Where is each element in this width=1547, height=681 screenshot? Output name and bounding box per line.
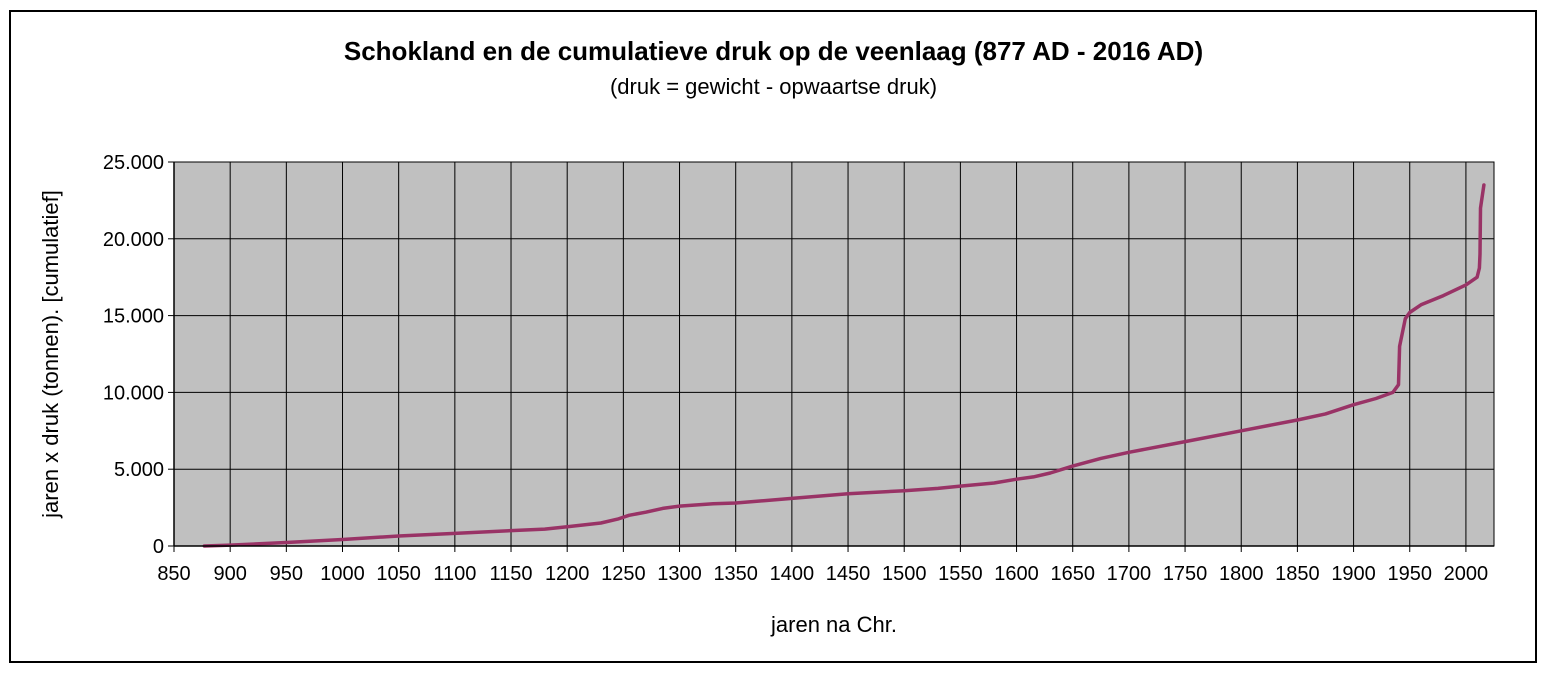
x-tick-label: 1600 bbox=[994, 563, 1039, 585]
x-axis-label: jaren na Chr. bbox=[770, 612, 897, 637]
x-tick-label: 1700 bbox=[1107, 563, 1152, 585]
series-line bbox=[202, 183, 1486, 548]
x-tick-label: 1900 bbox=[1331, 563, 1376, 585]
y-tick-label: 5.000 bbox=[114, 459, 164, 481]
x-tick-label: 1950 bbox=[1387, 563, 1432, 585]
y-axis-ticks: 0 5.000 10.000 15.000 20.000 25.000 bbox=[103, 152, 174, 558]
x-tick-label: 1500 bbox=[882, 563, 927, 585]
x-tick-label: 1850 bbox=[1275, 563, 1320, 585]
y-tick-label: 20.000 bbox=[103, 229, 164, 251]
y-tick-label: 15.000 bbox=[103, 306, 164, 328]
x-tick-label: 1150 bbox=[490, 563, 533, 585]
x-tick-label: 850 bbox=[157, 563, 190, 585]
y-tick-label: 10.000 bbox=[103, 382, 164, 404]
x-tick-label: 1200 bbox=[545, 563, 590, 585]
y-axis-label: jaren x druk (tonnen). [cumulatief] bbox=[38, 190, 63, 519]
y-tick-label: 0 bbox=[153, 536, 164, 558]
x-axis-ticks: 850 900 950 1000 1050 1100 1150 1200 1250 1300 135… bbox=[157, 546, 1488, 585]
x-tick-label: 2000 bbox=[1444, 563, 1489, 585]
x-tick-label: 900 bbox=[213, 563, 246, 585]
x-tick-label: 1350 bbox=[713, 563, 758, 585]
x-tick-label: 1550 bbox=[938, 563, 983, 585]
y-tick-label: 25.000 bbox=[103, 152, 164, 174]
x-tick-label: 1450 bbox=[826, 563, 871, 585]
chart-title: Schokland en de cumulatieve druk op de v… bbox=[343, 36, 1204, 66]
x-tick-label: 1750 bbox=[1163, 563, 1208, 585]
x-tick-label: 950 bbox=[270, 563, 303, 585]
chart-subtitle: (druk = gewicht - opwaartse druk) bbox=[609, 74, 938, 99]
x-tick-label: 1100 bbox=[433, 563, 476, 585]
x-tick-label: 1000 bbox=[320, 563, 365, 585]
x-tick-label: 1300 bbox=[657, 563, 702, 585]
x-tick-label: 1400 bbox=[770, 563, 815, 585]
x-tick-label: 1650 bbox=[1050, 563, 1095, 585]
x-tick-label: 1800 bbox=[1219, 563, 1264, 585]
plot-area bbox=[173, 161, 1495, 547]
x-tick-label: 1050 bbox=[376, 563, 421, 585]
grid-lines bbox=[174, 161, 1494, 546]
x-tick-label: 1250 bbox=[601, 563, 646, 585]
